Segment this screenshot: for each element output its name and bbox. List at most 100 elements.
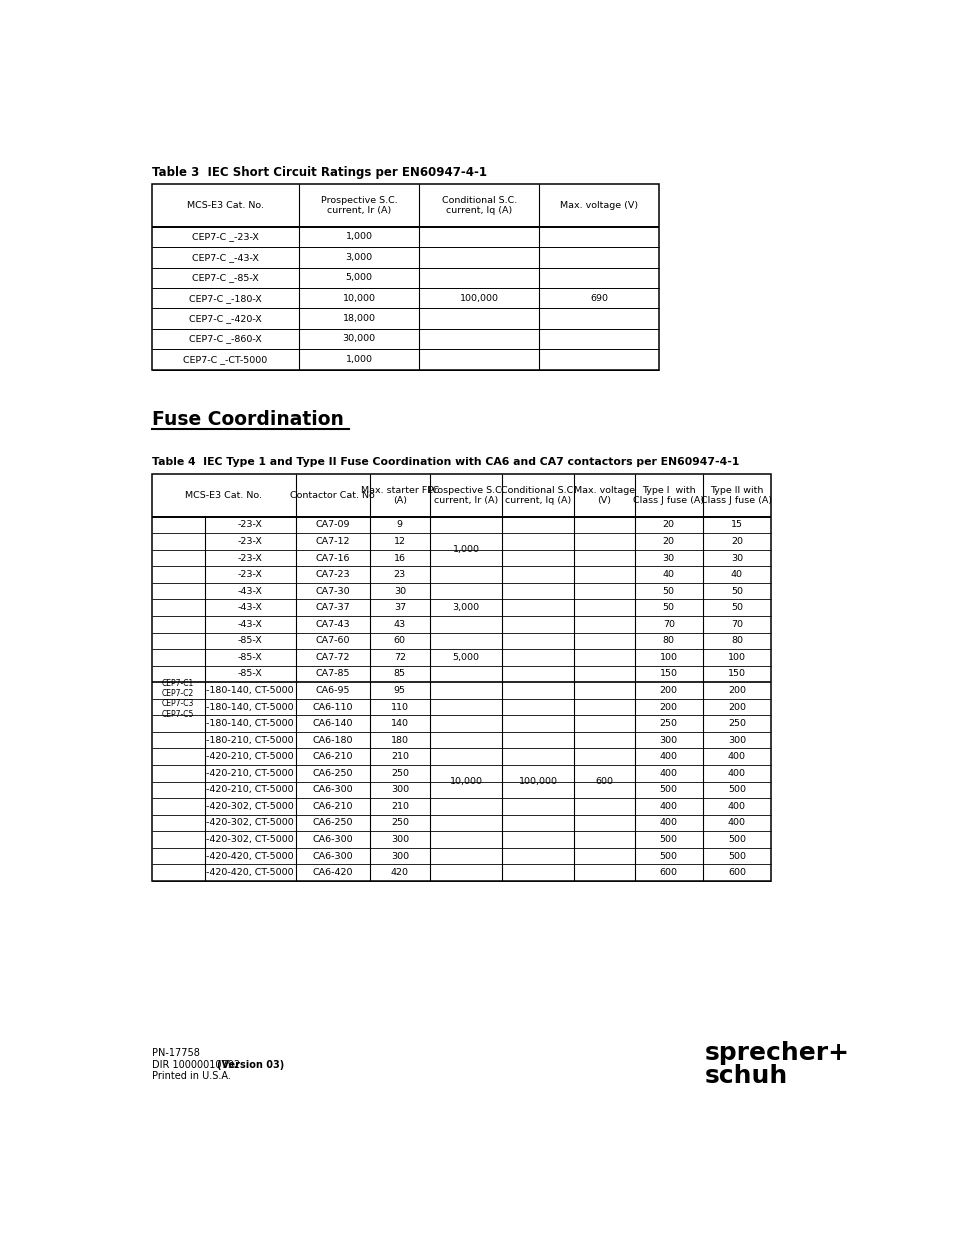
- Text: 400: 400: [727, 752, 745, 761]
- Text: 400: 400: [727, 768, 745, 778]
- Text: -43-X: -43-X: [237, 587, 262, 595]
- Text: Max. starter FLC
(A): Max. starter FLC (A): [360, 485, 438, 505]
- Text: 300: 300: [727, 736, 745, 745]
- Text: 250: 250: [391, 768, 409, 778]
- Text: CA7-85: CA7-85: [315, 669, 350, 678]
- Text: Contactor Cat. No: Contactor Cat. No: [290, 492, 375, 500]
- Text: -23-X: -23-X: [237, 520, 262, 530]
- Text: 30: 30: [730, 553, 742, 562]
- Text: Type II with
Class J fuse (A): Type II with Class J fuse (A): [700, 485, 772, 505]
- Text: -85-X: -85-X: [237, 636, 262, 646]
- Text: 1,000: 1,000: [345, 354, 373, 364]
- Text: 600: 600: [595, 777, 613, 785]
- Text: Printed in U.S.A.: Printed in U.S.A.: [152, 1072, 231, 1082]
- Text: CA6-250: CA6-250: [313, 768, 353, 778]
- Text: 210: 210: [391, 752, 409, 761]
- Text: 300: 300: [391, 835, 409, 844]
- Text: 10,000: 10,000: [342, 294, 375, 303]
- Text: -85-X: -85-X: [237, 669, 262, 678]
- Text: -180-140, CT-5000: -180-140, CT-5000: [206, 719, 294, 729]
- Text: 150: 150: [659, 669, 677, 678]
- Text: 250: 250: [659, 719, 677, 729]
- Text: -85-X: -85-X: [237, 653, 262, 662]
- Text: CA6-300: CA6-300: [313, 835, 353, 844]
- Text: 110: 110: [391, 703, 409, 711]
- Text: CA6-420: CA6-420: [313, 868, 353, 877]
- Text: -180-210, CT-5000: -180-210, CT-5000: [206, 736, 294, 745]
- Text: 1,000: 1,000: [452, 546, 479, 555]
- Text: 50: 50: [730, 587, 742, 595]
- Text: Conditional S.C.
current, Iq (A): Conditional S.C. current, Iq (A): [500, 485, 576, 505]
- Text: 250: 250: [391, 819, 409, 827]
- Text: 20: 20: [662, 520, 674, 530]
- Text: 3,000: 3,000: [452, 603, 479, 613]
- Text: DIR 10000010792: DIR 10000010792: [152, 1060, 243, 1070]
- Text: CA6-210: CA6-210: [313, 802, 353, 811]
- Text: CA7-23: CA7-23: [315, 571, 350, 579]
- Text: Table 3  IEC Short Circuit Ratings per EN60947-4-1: Table 3 IEC Short Circuit Ratings per EN…: [152, 165, 486, 179]
- Text: CEP7-C _-23-X: CEP7-C _-23-X: [192, 232, 258, 242]
- Text: CEP7-C1
CEP7-C2
CEP7-C3
CEP7-C5: CEP7-C1 CEP7-C2 CEP7-C3 CEP7-C5: [162, 679, 194, 719]
- Text: 9: 9: [396, 520, 402, 530]
- Text: 300: 300: [391, 851, 409, 861]
- Text: 20: 20: [730, 537, 742, 546]
- Text: CA7-43: CA7-43: [315, 620, 350, 629]
- Text: CA6-300: CA6-300: [313, 851, 353, 861]
- Text: 500: 500: [727, 851, 745, 861]
- Text: 30: 30: [662, 553, 674, 562]
- Text: 200: 200: [727, 703, 745, 711]
- Text: MCS-E3 Cat. No.: MCS-E3 Cat. No.: [185, 492, 262, 500]
- Text: 70: 70: [662, 620, 674, 629]
- Text: CA6-300: CA6-300: [313, 785, 353, 794]
- Text: Prospective S.C.
current, Ir (A): Prospective S.C. current, Ir (A): [427, 485, 504, 505]
- Text: 100,000: 100,000: [459, 294, 498, 303]
- Text: 18,000: 18,000: [342, 314, 375, 324]
- Text: -43-X: -43-X: [237, 620, 262, 629]
- Text: -420-210, CT-5000: -420-210, CT-5000: [206, 752, 294, 761]
- Text: 200: 200: [659, 685, 677, 695]
- Text: CA6-210: CA6-210: [313, 752, 353, 761]
- Text: -420-420, CT-5000: -420-420, CT-5000: [206, 851, 294, 861]
- Text: -23-X: -23-X: [237, 571, 262, 579]
- Text: 500: 500: [659, 851, 677, 861]
- Text: 400: 400: [727, 819, 745, 827]
- Text: Prospective S.C.
current, Ir (A): Prospective S.C. current, Ir (A): [320, 196, 397, 215]
- Text: -420-302, CT-5000: -420-302, CT-5000: [206, 802, 294, 811]
- Text: 60: 60: [394, 636, 405, 646]
- Text: CEP7-C _-43-X: CEP7-C _-43-X: [192, 253, 258, 262]
- Text: -420-210, CT-5000: -420-210, CT-5000: [206, 768, 294, 778]
- Text: MCS-E3 Cat. No.: MCS-E3 Cat. No.: [187, 201, 264, 210]
- Text: CA7-72: CA7-72: [315, 653, 350, 662]
- Text: 400: 400: [659, 819, 677, 827]
- Text: 30: 30: [394, 587, 405, 595]
- Text: 100,000: 100,000: [518, 777, 558, 785]
- Text: 500: 500: [727, 835, 745, 844]
- Text: 210: 210: [391, 802, 409, 811]
- Text: 70: 70: [730, 620, 742, 629]
- Text: 37: 37: [394, 603, 405, 613]
- Text: 300: 300: [391, 785, 409, 794]
- Text: 80: 80: [730, 636, 742, 646]
- Text: 250: 250: [727, 719, 745, 729]
- Text: (Version 03): (Version 03): [217, 1060, 284, 1070]
- Text: -43-X: -43-X: [237, 603, 262, 613]
- Text: -420-420, CT-5000: -420-420, CT-5000: [206, 868, 294, 877]
- Text: 50: 50: [730, 603, 742, 613]
- Text: Max. voltage
(V): Max. voltage (V): [574, 485, 635, 505]
- Text: 20: 20: [662, 537, 674, 546]
- Text: CA6-110: CA6-110: [313, 703, 353, 711]
- Text: 400: 400: [727, 802, 745, 811]
- Text: CEP7-C _-180-X: CEP7-C _-180-X: [189, 294, 261, 303]
- Text: 40: 40: [730, 571, 742, 579]
- Text: 3,000: 3,000: [345, 253, 373, 262]
- Text: 100: 100: [659, 653, 677, 662]
- Text: -420-210, CT-5000: -420-210, CT-5000: [206, 785, 294, 794]
- Text: 15: 15: [730, 520, 742, 530]
- Text: CA6-180: CA6-180: [313, 736, 353, 745]
- Text: 5,000: 5,000: [452, 653, 479, 662]
- Text: -23-X: -23-X: [237, 537, 262, 546]
- Text: 600: 600: [659, 868, 677, 877]
- Bar: [152, 184, 659, 369]
- Text: CA7-30: CA7-30: [315, 587, 350, 595]
- Text: CEP7-C _-CT-5000: CEP7-C _-CT-5000: [183, 354, 267, 364]
